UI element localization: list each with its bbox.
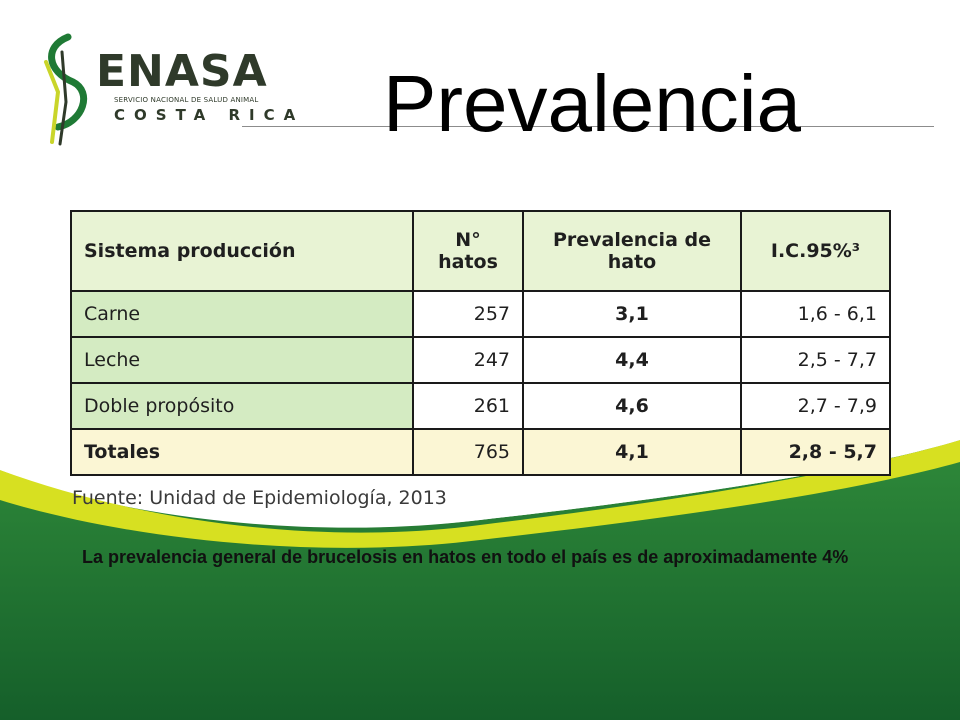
cell-ic: 2,5 - 7,7 [740,336,891,384]
cell-totales-prevalencia: 4,1 [522,428,742,476]
title-rule [242,126,934,127]
senasa-logo: ENASA SERVICIO NACIONAL DE SALUD ANIMAL … [38,32,295,152]
cell-hatos: 261 [412,382,524,430]
cell-totales-label: Totales [70,428,414,476]
table-row: Leche 247 4,4 2,5 - 7,7 [70,336,891,384]
yellow-band [0,440,960,548]
totals-row: Totales 765 4,1 2,8 - 5,7 [70,428,891,476]
conclusion-text: La prevalencia general de brucelosis en … [82,547,849,567]
table-row: Carne 257 3,1 1,6 - 6,1 [70,290,891,338]
cell-prevalencia: 3,1 [522,290,742,338]
logo-mark-icon [44,33,88,146]
logo-subtitle: SERVICIO NACIONAL DE SALUD ANIMAL [114,96,259,104]
cell-ic: 1,6 - 6,1 [740,290,891,338]
cell-sistema: Carne [70,290,414,338]
cell-totales-ic: 2,8 - 5,7 [740,428,891,476]
cell-ic: 2,7 - 7,9 [740,382,891,430]
cell-sistema: Doble propósito [70,382,414,430]
cell-totales-hatos: 765 [412,428,524,476]
cell-prevalencia: 4,4 [522,336,742,384]
table-row: Doble propósito 261 4,6 2,7 - 7,9 [70,382,891,430]
prevalence-table: Sistema producción N° hatos Prevalencia … [70,210,891,476]
header-ic: I.C.95%³ [740,210,891,292]
slide-title: Prevalencia [383,59,802,148]
cell-hatos: 257 [412,290,524,338]
source-note: Fuente: Unidad de Epidemiología, 2013 [72,487,447,509]
green-band [0,440,960,720]
logo-country: COSTA RICA [114,106,305,124]
header-hatos: N° hatos [412,210,524,292]
header-sistema: Sistema producción [70,210,414,292]
logo-name: ENASA [96,46,268,97]
header-prevalencia: Prevalencia de hato [522,210,742,292]
cell-hatos: 247 [412,336,524,384]
cell-sistema: Leche [70,336,414,384]
cell-prevalencia: 4,6 [522,382,742,430]
table-header-row: Sistema producción N° hatos Prevalencia … [70,210,891,292]
